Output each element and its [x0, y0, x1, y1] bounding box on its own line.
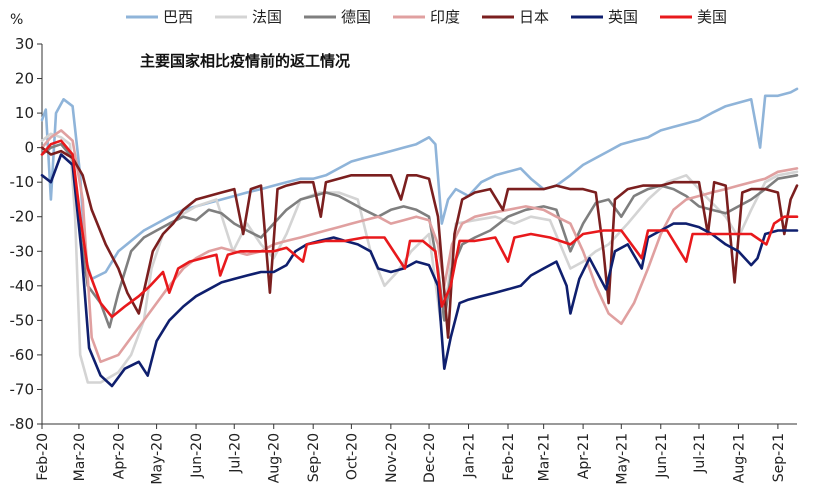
y-tick-label: -10 — [10, 173, 35, 191]
legend-label: 美国 — [697, 8, 727, 26]
y-tick-label: -30 — [10, 242, 35, 260]
x-tick-label: Jun-21 — [654, 433, 670, 479]
y-tick-label: -60 — [10, 346, 35, 364]
legend-label: 德国 — [341, 8, 371, 26]
series-line-6 — [40, 139, 799, 319]
plot-area — [40, 87, 799, 388]
legend: 巴西 法国 德国 印度 日本 英国 美国 — [126, 8, 727, 26]
x-tick-label: Mar-21 — [537, 433, 553, 481]
x-tick-label: Aug-21 — [731, 433, 747, 483]
legend-label: 印度 — [430, 8, 460, 26]
y-axis: 30 20 10 0 -10 -20 -30 -40 -50 -60 -70 -80 — [10, 35, 43, 433]
x-axis: Feb-20 Mar-20 Apr-20 May-20 Jun-20 Jul-20 Aug-… — [35, 423, 797, 485]
x-tick-label: May-21 — [614, 433, 630, 485]
series-line-4 — [40, 146, 799, 339]
x-tick-label: Feb-20 — [35, 433, 51, 481]
y-tick-label: -20 — [10, 208, 35, 226]
y-tick-label: 20 — [15, 70, 34, 88]
legend-label: 法国 — [252, 8, 282, 26]
x-tick-label: Sep-20 — [306, 433, 322, 482]
x-tick-label: Mar-20 — [72, 433, 88, 481]
x-tick-label: Oct-20 — [344, 433, 360, 480]
y-tick-label: -80 — [10, 415, 35, 433]
x-tick-label: Nov-20 — [384, 433, 400, 483]
x-tick-label: Jul-20 — [227, 433, 243, 474]
x-tick-label: Jan-21 — [462, 433, 478, 478]
legend-label: 巴西 — [163, 8, 193, 26]
series-line-2 — [40, 142, 799, 329]
y-axis-unit: % — [10, 12, 23, 28]
series-line-0 — [40, 87, 799, 281]
x-tick-label: Jun-20 — [189, 433, 205, 479]
x-tick-label: Jul-21 — [692, 433, 708, 474]
chart-title: 主要国家相比疫情前的返工情况 — [140, 52, 350, 70]
y-tick-label: -70 — [10, 380, 35, 398]
series-line-1 — [40, 132, 799, 384]
y-tick-label: -50 — [10, 311, 35, 329]
y-tick-label: -40 — [10, 277, 35, 295]
y-tick-label: 10 — [15, 104, 34, 122]
x-tick-label: Apr-21 — [576, 433, 592, 479]
x-tick-label: Apr-20 — [111, 433, 127, 479]
y-tick-label: 30 — [15, 35, 34, 53]
x-tick-label: Aug-20 — [267, 433, 283, 483]
legend-label: 英国 — [608, 8, 638, 26]
x-tick-label: Feb-21 — [501, 433, 517, 481]
y-tick-label: 0 — [24, 139, 34, 157]
x-tick-label: Dec-20 — [422, 433, 438, 483]
x-tick-label: May-20 — [150, 433, 166, 485]
x-tick-label: Sep-21 — [771, 433, 787, 482]
series-line-5 — [40, 153, 799, 388]
legend-label: 日本 — [519, 8, 549, 26]
